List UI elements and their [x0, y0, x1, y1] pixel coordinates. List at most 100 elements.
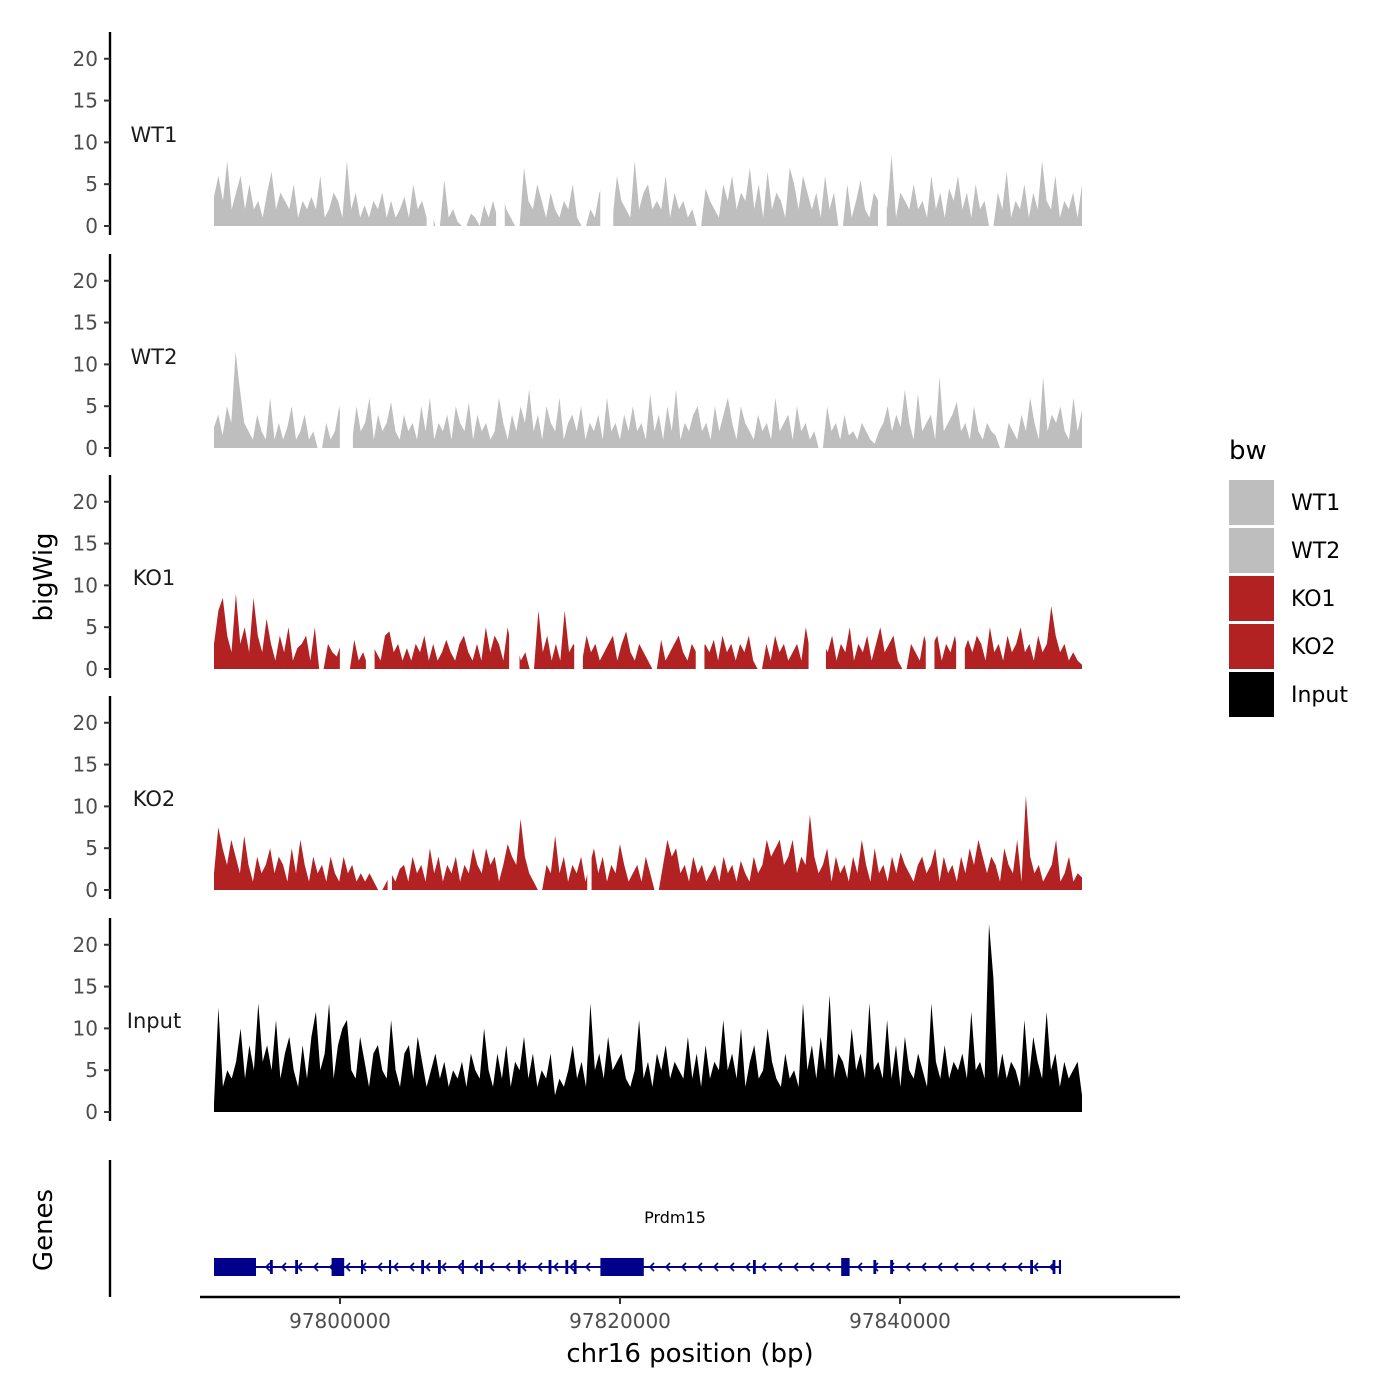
signal-gap: [956, 473, 965, 672]
strand-arrow: [1016, 1262, 1023, 1272]
strand-arrow: [680, 1262, 687, 1272]
y-tick-label: 20: [73, 933, 98, 957]
signal-gap: [808, 473, 826, 672]
strand-arrow: [504, 1262, 511, 1272]
gene-exon: [421, 1260, 424, 1274]
y-tick-label: 0: [85, 878, 98, 902]
y-tick-label: 15: [73, 311, 98, 335]
gene-exon: [331, 1258, 345, 1276]
strand-arrow: [488, 1262, 495, 1272]
y-tick-label: 0: [85, 214, 98, 238]
strand-arrow: [264, 1262, 271, 1272]
gene-exon: [270, 1260, 273, 1274]
gene-exon: [461, 1260, 464, 1274]
y-tick-label: 5: [85, 836, 98, 860]
legend-label-wt2: WT2: [1291, 539, 1340, 564]
strand-arrow: [648, 1262, 655, 1272]
track-ko2: 0 5 10 15 20 KO2: [73, 694, 1082, 902]
strand-arrow: [1032, 1262, 1039, 1272]
gene-exon: [480, 1260, 483, 1274]
y-tick-label: 20: [73, 47, 98, 71]
y-tick-label: 10: [73, 794, 98, 818]
strand-arrow: [776, 1262, 783, 1272]
strand-arrow: [824, 1262, 831, 1272]
strand-arrow: [696, 1262, 703, 1272]
strand-arrow: [424, 1262, 431, 1272]
legend-label-ko2: KO2: [1291, 635, 1336, 660]
y-tick-label: 5: [85, 615, 98, 639]
signal-gap: [496, 30, 505, 229]
y-axis-title: bigWig: [29, 532, 59, 621]
signal-gap: [509, 473, 520, 672]
gene-exon: [389, 1260, 392, 1274]
strand-arrow: [792, 1262, 799, 1272]
gene-name-label: Prdm15: [644, 1208, 706, 1227]
strand-arrow: [520, 1262, 527, 1272]
strand-arrow: [440, 1262, 447, 1272]
strand-arrow: [760, 1262, 767, 1272]
x-tick-label: 97800000: [289, 1309, 391, 1333]
signal-gap: [339, 473, 349, 672]
gene-exon: [438, 1260, 441, 1274]
gene-exon: [890, 1260, 893, 1274]
y-tick-label: 10: [73, 352, 98, 376]
strand-arrow: [904, 1262, 911, 1272]
track-wt2: 0 5 10 15 20 WT2: [73, 252, 1082, 460]
gene-exon: [565, 1260, 569, 1274]
legend-label-input: Input: [1291, 683, 1348, 708]
strand-arrow: [808, 1262, 815, 1272]
strand-arrow: [664, 1262, 671, 1272]
y-tick-label: 15: [73, 89, 98, 113]
y-tick-label: 20: [73, 490, 98, 514]
x-axis: 97800000 97820000 97840000: [200, 1295, 1180, 1333]
strand-arrow: [376, 1262, 383, 1272]
gene-exon: [600, 1258, 644, 1276]
strand-arrow: [920, 1262, 927, 1272]
strand-arrow: [936, 1262, 943, 1272]
y-tick-label: 10: [73, 573, 98, 597]
strand-arrow: [280, 1262, 287, 1272]
strand-arrow: [568, 1262, 575, 1272]
signal-gap: [600, 30, 614, 229]
strand-arrow: [856, 1262, 863, 1272]
strand-arrow: [584, 1262, 591, 1272]
y-tick-label: 5: [85, 172, 98, 196]
legend-label-ko1: KO1: [1291, 587, 1336, 612]
signal-area-ko1: [214, 593, 1082, 669]
gene-exon: [295, 1260, 298, 1274]
gene-exon: [1058, 1260, 1061, 1274]
y-tick-label: 5: [85, 394, 98, 418]
gene-exon: [214, 1258, 256, 1276]
gene-exon: [841, 1258, 850, 1276]
panel-label: Input: [127, 1009, 181, 1033]
y-tick-label: 5: [85, 1058, 98, 1082]
y-tick-label: 15: [73, 975, 98, 999]
gene-track-title: Genes: [29, 1189, 59, 1271]
strand-arrow: [392, 1262, 399, 1272]
gene-exon: [753, 1260, 756, 1274]
legend-label-wt1: WT1: [1291, 491, 1340, 516]
gene-exon: [548, 1260, 552, 1274]
y-tick-label: 20: [73, 711, 98, 735]
track-wt1: 0 5 10 15 20 WT1: [73, 30, 1082, 238]
signal-gap: [339, 252, 353, 451]
strand-arrow: [456, 1262, 463, 1272]
signal-gap: [925, 473, 935, 672]
y-tick-label: 10: [73, 130, 98, 154]
gene-exon: [873, 1260, 877, 1274]
panel-label: WT1: [131, 123, 178, 147]
legend: bw WT1 WT2 KO1 KO2 Input: [1229, 436, 1348, 717]
strand-arrow: [952, 1262, 959, 1272]
y-tick-label: 0: [85, 1100, 98, 1124]
strand-arrow: [344, 1262, 351, 1272]
strand-arrow: [1000, 1262, 1007, 1272]
y-tick-label: 15: [73, 532, 98, 556]
legend-swatch-wt2: [1229, 528, 1274, 573]
strand-arrow: [744, 1262, 751, 1272]
signal-gap: [574, 473, 583, 672]
track-input: 0 5 10 15 20 Input: [73, 918, 1082, 1124]
panel-label: KO2: [133, 787, 176, 811]
x-axis-title: chr16 position (bp): [566, 1339, 813, 1369]
signal-gap: [365, 473, 375, 672]
